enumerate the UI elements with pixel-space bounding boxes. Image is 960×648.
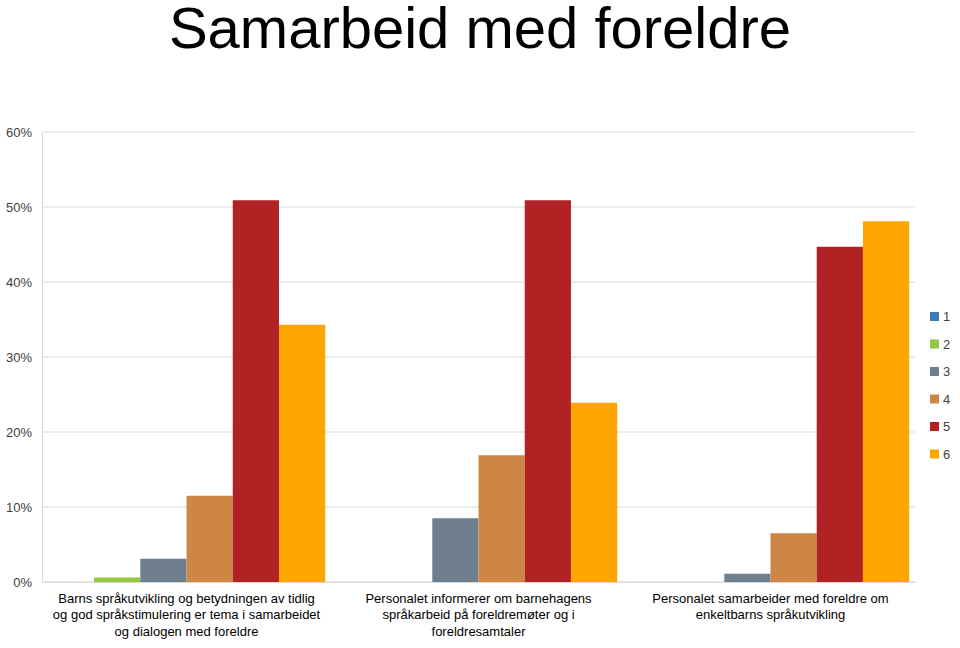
bars <box>94 200 909 582</box>
legend-swatch <box>930 340 939 349</box>
y-tick: 0% <box>13 575 42 590</box>
grid-line <box>42 432 915 433</box>
legend-label: 6 <box>943 447 950 462</box>
legend-swatch <box>930 395 939 404</box>
x-tick: Barns språkutvikling og betydningen av t… <box>53 582 321 639</box>
legend-swatch <box>930 312 939 321</box>
legend-label: 3 <box>943 364 950 379</box>
bar-series <box>233 200 863 582</box>
legend-item: 3 <box>930 364 950 379</box>
y-tick: 50% <box>6 200 42 215</box>
y-tick-label: 50% <box>6 200 32 215</box>
bar <box>140 559 186 582</box>
title: Samarbeid med foreldre <box>169 0 791 60</box>
bar <box>724 574 770 582</box>
y-tick-label: 40% <box>6 275 32 290</box>
bar <box>233 200 279 582</box>
y-tick: 20% <box>6 425 42 440</box>
y-tick-label: 10% <box>6 500 32 515</box>
bar <box>770 533 816 582</box>
legend-label: 2 <box>943 337 950 352</box>
grid-line <box>42 207 915 208</box>
bar <box>632 582 678 583</box>
bar <box>817 247 863 582</box>
y-tick: 60% <box>6 125 42 140</box>
legend-label: 1 <box>943 309 950 324</box>
chart: Samarbeid med foreldre 0% 10% 20% 30% 40% 50% 6… <box>0 0 960 648</box>
y-axis: 0% 10% 20% 30% 40% 50% 60% <box>6 125 43 590</box>
y-tick: 30% <box>6 350 42 365</box>
legend-item: 2 <box>930 337 950 352</box>
y-tick-label: 0% <box>13 575 32 590</box>
plot: 0% 10% 20% 30% 40% 50% 60% Barns språkutvikling… <box>6 125 916 639</box>
bar <box>479 455 525 582</box>
x-tick-label: Personalet samarbeider med foreldre omen… <box>652 591 888 622</box>
legend-swatch <box>930 450 939 459</box>
bar <box>279 325 325 582</box>
y-tick: 40% <box>6 275 42 290</box>
bar <box>94 578 140 583</box>
y-tick: 10% <box>6 500 42 515</box>
legend-swatch <box>930 367 939 376</box>
legend-swatch <box>930 422 939 431</box>
legend-label: 5 <box>943 419 950 434</box>
bar <box>432 518 478 582</box>
y-axis-line <box>42 133 43 583</box>
x-tick-label: Barns språkutvikling og betydningen av t… <box>53 591 321 639</box>
y-tick-label: 60% <box>6 125 32 140</box>
bar <box>678 582 724 583</box>
bar <box>863 221 909 582</box>
grid <box>42 132 915 582</box>
y-tick-label: 20% <box>6 425 32 440</box>
grid-line <box>42 357 915 358</box>
bar <box>48 582 94 583</box>
legend-item: 5 <box>930 419 950 434</box>
bar-series <box>279 221 909 582</box>
bar <box>187 496 233 582</box>
y-tick-label: 30% <box>6 350 32 365</box>
x-axis: Barns språkutvikling og betydningen av t… <box>43 582 916 639</box>
bar <box>340 582 386 583</box>
x-axis-line <box>43 582 916 583</box>
legend-label: 4 <box>943 392 950 407</box>
legend: 1 2 3 4 5 6 <box>930 309 950 462</box>
legend-item: 1 <box>930 309 950 324</box>
bar <box>571 403 617 582</box>
x-tick: Personalet informerer om barnehagenssprå… <box>365 582 592 639</box>
x-tick: Personalet samarbeider med foreldre omen… <box>652 582 888 622</box>
bar-series <box>94 578 140 583</box>
bar <box>386 582 432 583</box>
grid-line <box>42 132 915 133</box>
x-tick-label: Personalet informerer om barnehagenssprå… <box>365 591 592 639</box>
legend-item: 6 <box>930 447 950 462</box>
grid-line <box>42 282 915 283</box>
legend-item: 4 <box>930 392 950 407</box>
bar <box>525 200 571 582</box>
